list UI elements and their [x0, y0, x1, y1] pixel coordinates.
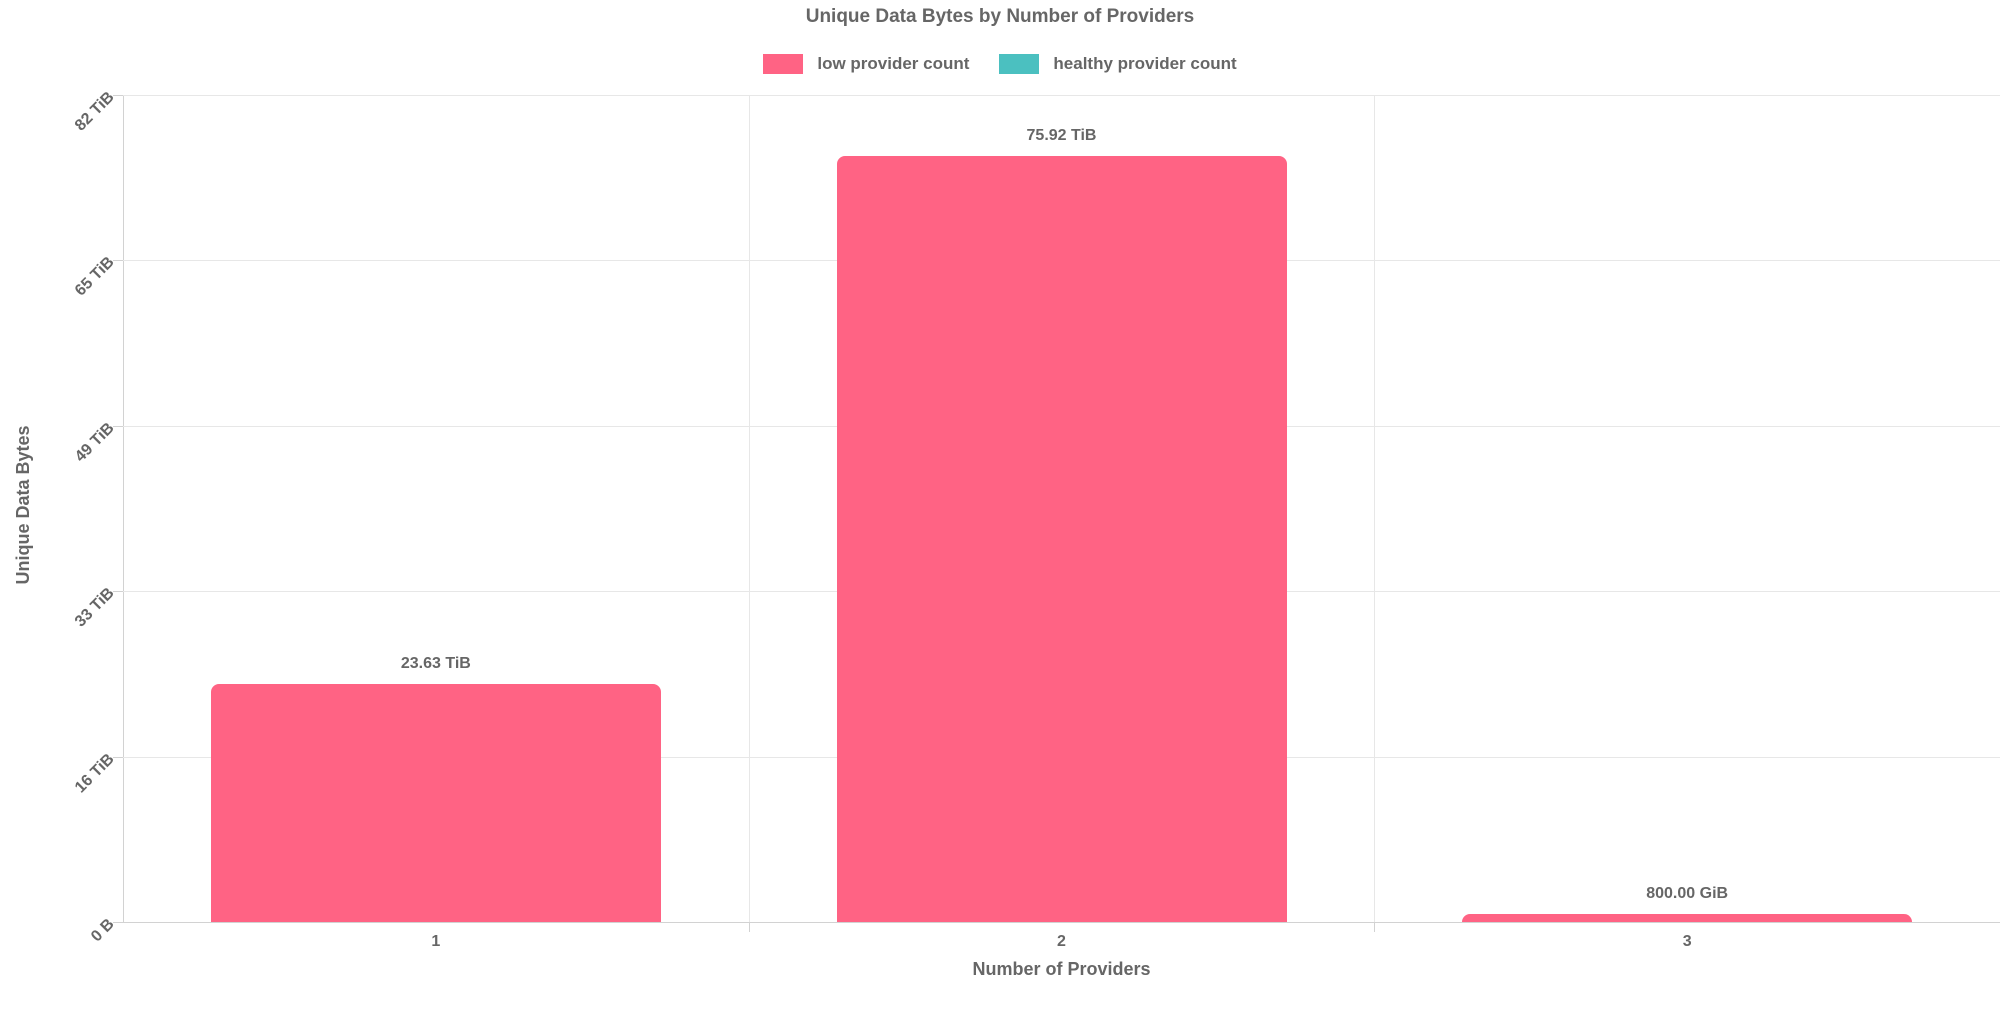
x-tick-label: 2	[1057, 933, 1066, 950]
legend-item-low-provider-count[interactable]: low provider count	[763, 51, 969, 77]
chart-container: Unique Data Bytes by Number of Providers…	[0, 6, 2000, 979]
y-tick-mark	[113, 756, 123, 758]
bar-value-label: 23.63 TiB	[400, 654, 471, 672]
y-tick-mark	[113, 260, 123, 262]
x-tick-mark	[748, 922, 750, 932]
y-tick-mark	[113, 95, 123, 96]
legend-swatch-icon	[999, 54, 1040, 74]
legend-item-healthy-provider-count[interactable]: healthy provider count	[999, 51, 1237, 77]
legend-item-label: low provider count	[817, 54, 970, 73]
legend-swatch-icon	[763, 54, 804, 74]
legend-item-label: healthy provider count	[1053, 54, 1237, 73]
y-axis-title: Unique Data Bytes	[13, 425, 33, 585]
y-tick-label: 82 TiB	[71, 88, 118, 135]
bar-value-label: 75.92 TiB	[1026, 127, 1097, 145]
plot-area: 0 B 16 TiB 33 TiB 49 TiB 65 TiB 82 TiB 23.63 T…	[71, 88, 2000, 950]
y-tick-mark	[113, 591, 123, 593]
x-gridline	[1374, 95, 1376, 922]
bar-low-provider-count-providers-2[interactable]	[836, 156, 1287, 922]
x-tick-label: 3	[1682, 933, 1692, 950]
chart-title: Unique Data Bytes by Number of Providers	[805, 6, 1195, 27]
bar-value-label: 800.00 GiB	[1646, 885, 1729, 903]
y-tick-mark	[113, 922, 123, 923]
bar-low-provider-count-providers-1[interactable]	[210, 683, 661, 922]
y-axis-line	[123, 95, 124, 922]
y-gridline	[123, 95, 2000, 96]
y-tick-label: 0 B	[88, 915, 118, 946]
x-axis-title: Number of Providers	[972, 959, 1151, 979]
y-tick-mark	[113, 425, 123, 427]
bar-low-provider-count-providers-3[interactable]	[1462, 914, 1913, 922]
legend: low provider count healthy provider count	[0, 50, 2000, 78]
y-tick-label: 16 TiB	[71, 750, 118, 797]
x-tick-mark	[1374, 922, 1376, 932]
x-tick-label: 1	[431, 933, 441, 950]
y-gridline	[123, 922, 2000, 923]
x-gridline	[748, 95, 750, 922]
